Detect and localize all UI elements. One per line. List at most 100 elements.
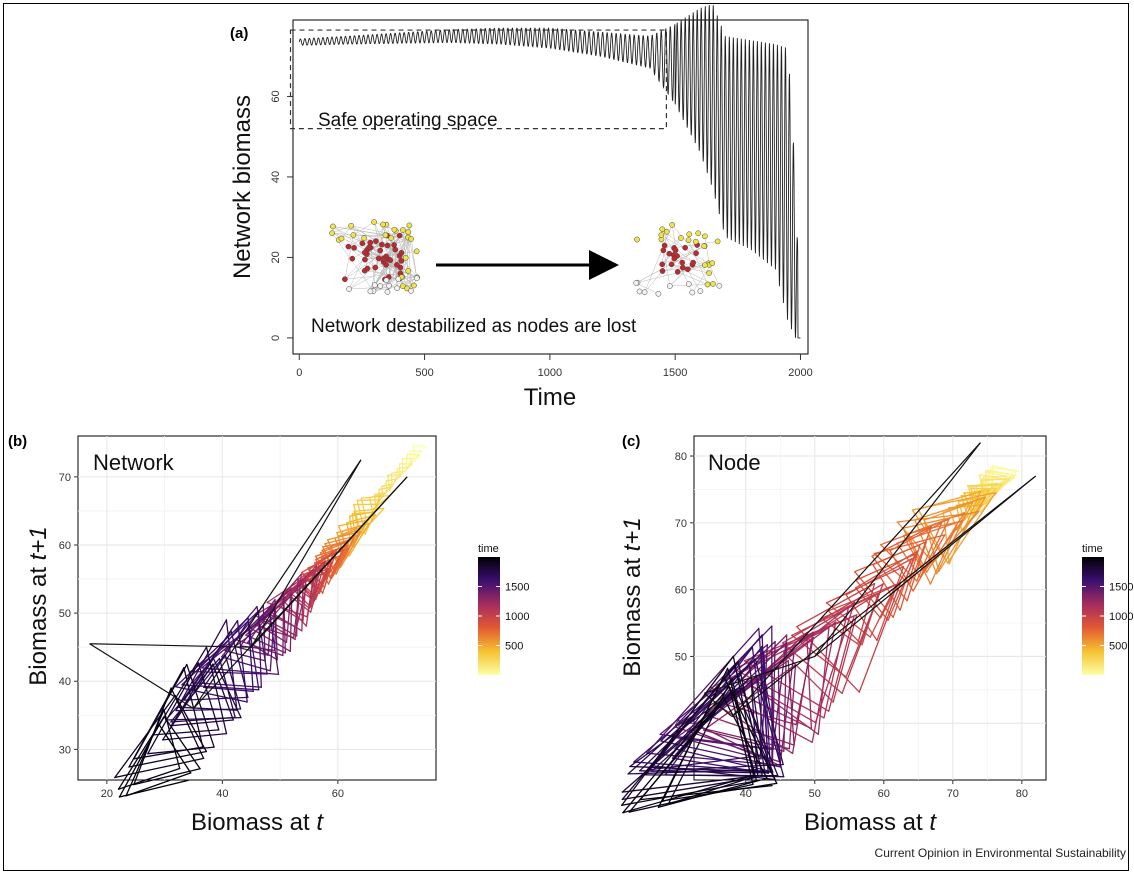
network-edge — [344, 235, 354, 280]
trajectory-segment — [353, 507, 385, 513]
network-node — [372, 264, 379, 271]
panel-a-xlabel: Time — [524, 384, 576, 411]
trajectory-segment — [823, 606, 850, 719]
network-edge — [364, 270, 417, 279]
network-node — [394, 285, 400, 292]
network-node — [408, 236, 414, 242]
trajectory-segment — [170, 687, 205, 760]
network-node — [392, 246, 399, 253]
network-edge — [676, 255, 705, 266]
legend-title: time — [1082, 543, 1103, 555]
outlier-segment — [250, 459, 362, 648]
trajectory-segment — [175, 619, 228, 712]
a-xtick-label: 1000 — [538, 367, 562, 379]
legend-colorbar — [478, 557, 500, 675]
network-node — [704, 281, 711, 288]
network-node — [329, 230, 335, 236]
trajectory-segment — [118, 779, 189, 798]
outlier-segment — [192, 459, 362, 709]
network-node — [408, 287, 414, 294]
network-edge — [662, 253, 670, 272]
network-edge — [353, 247, 389, 278]
outlier-segment — [731, 442, 981, 717]
trajectory-segment — [331, 547, 350, 579]
network-node — [682, 244, 688, 251]
network-node — [330, 223, 336, 230]
trajectory-segment — [406, 452, 420, 457]
trajectory-segment — [274, 615, 277, 652]
network-node — [679, 259, 686, 266]
trajectory-segment — [733, 664, 774, 773]
trajectory-segment — [791, 631, 814, 755]
network-node — [342, 276, 348, 283]
network-node — [684, 266, 691, 273]
trajectory-segment — [899, 544, 921, 611]
trajectory-segment — [621, 655, 734, 806]
network-edge — [364, 251, 417, 260]
network-edge — [709, 264, 720, 286]
network-node — [371, 219, 377, 225]
trajectory-segment — [979, 483, 1000, 506]
trajectory-segment — [873, 534, 946, 555]
trajectory-segment — [754, 658, 784, 766]
network-node — [361, 235, 368, 241]
trajectory-segment — [858, 581, 902, 693]
network-node — [380, 255, 386, 262]
trajectory-segment — [963, 489, 990, 495]
trajectory-segment — [854, 587, 882, 619]
trajectory-segment — [856, 582, 876, 645]
network-node — [659, 261, 666, 268]
legend-label: 1500 — [505, 582, 529, 594]
network-node — [692, 238, 699, 245]
network-edge — [688, 240, 708, 285]
panel-c-legend: time 500 1000 1500 — [1082, 543, 1133, 675]
network-node — [367, 288, 374, 295]
network-node — [716, 282, 723, 289]
trajectory-segment — [225, 619, 238, 711]
network-edge — [671, 224, 697, 254]
trajectory-segment — [984, 469, 1017, 476]
trajectory-segment — [220, 656, 271, 672]
trajectory-segment — [781, 583, 884, 644]
trajectory-segment — [125, 772, 192, 797]
network-edge — [677, 271, 708, 285]
trajectory-segment — [245, 634, 287, 654]
network-node — [666, 250, 673, 257]
network-graphic-before — [329, 219, 420, 295]
trajectory-segment — [832, 614, 858, 703]
outlier-segment — [731, 475, 1037, 718]
trajectory-segment — [992, 465, 1018, 472]
network-node — [661, 242, 668, 249]
network-graphic-after — [633, 222, 723, 297]
trajectory-segment — [651, 763, 784, 772]
trajectory-segment — [390, 470, 403, 475]
network-node — [387, 257, 394, 264]
panel-a-ylabel: Network biomass — [229, 95, 256, 279]
network-node — [690, 259, 696, 266]
trajectory-segment — [234, 615, 277, 648]
trajectory-segment — [147, 662, 200, 755]
trajectory-segment — [788, 664, 797, 750]
network-node — [398, 258, 405, 264]
network-node — [655, 290, 662, 297]
network-node — [634, 236, 640, 243]
trajectory-segment — [318, 561, 333, 594]
trajectory-segment — [348, 510, 375, 517]
network-node — [348, 222, 355, 229]
network-node — [366, 244, 373, 250]
trajectory-segment — [787, 659, 795, 746]
biomass-timeseries-line — [298, 4, 801, 339]
network-node — [641, 289, 648, 296]
trajectory-segment — [828, 615, 855, 712]
network-node — [405, 229, 412, 235]
trajectory-segment — [889, 522, 943, 552]
trajectory-segment — [202, 620, 250, 689]
y-tick-label: 50 — [675, 651, 687, 663]
trajectory-segment — [914, 519, 938, 575]
safe-operating-box — [289, 29, 668, 130]
network-node — [395, 276, 402, 282]
trajectory-segment — [777, 665, 781, 763]
network-node — [394, 261, 400, 268]
x-tick-label: 60 — [878, 788, 890, 800]
